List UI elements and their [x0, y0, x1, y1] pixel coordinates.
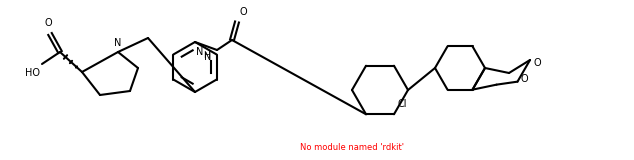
Text: HO: HO [25, 68, 40, 78]
Text: N: N [114, 38, 122, 48]
Text: O: O [239, 7, 247, 17]
Text: O: O [44, 18, 52, 28]
Text: N: N [196, 47, 203, 57]
Text: N: N [204, 52, 212, 61]
Text: O: O [533, 58, 541, 68]
Text: H: H [203, 51, 209, 60]
Text: No module named 'rdkit': No module named 'rdkit' [300, 143, 404, 152]
Text: O: O [521, 74, 528, 84]
Text: Cl: Cl [398, 99, 408, 109]
